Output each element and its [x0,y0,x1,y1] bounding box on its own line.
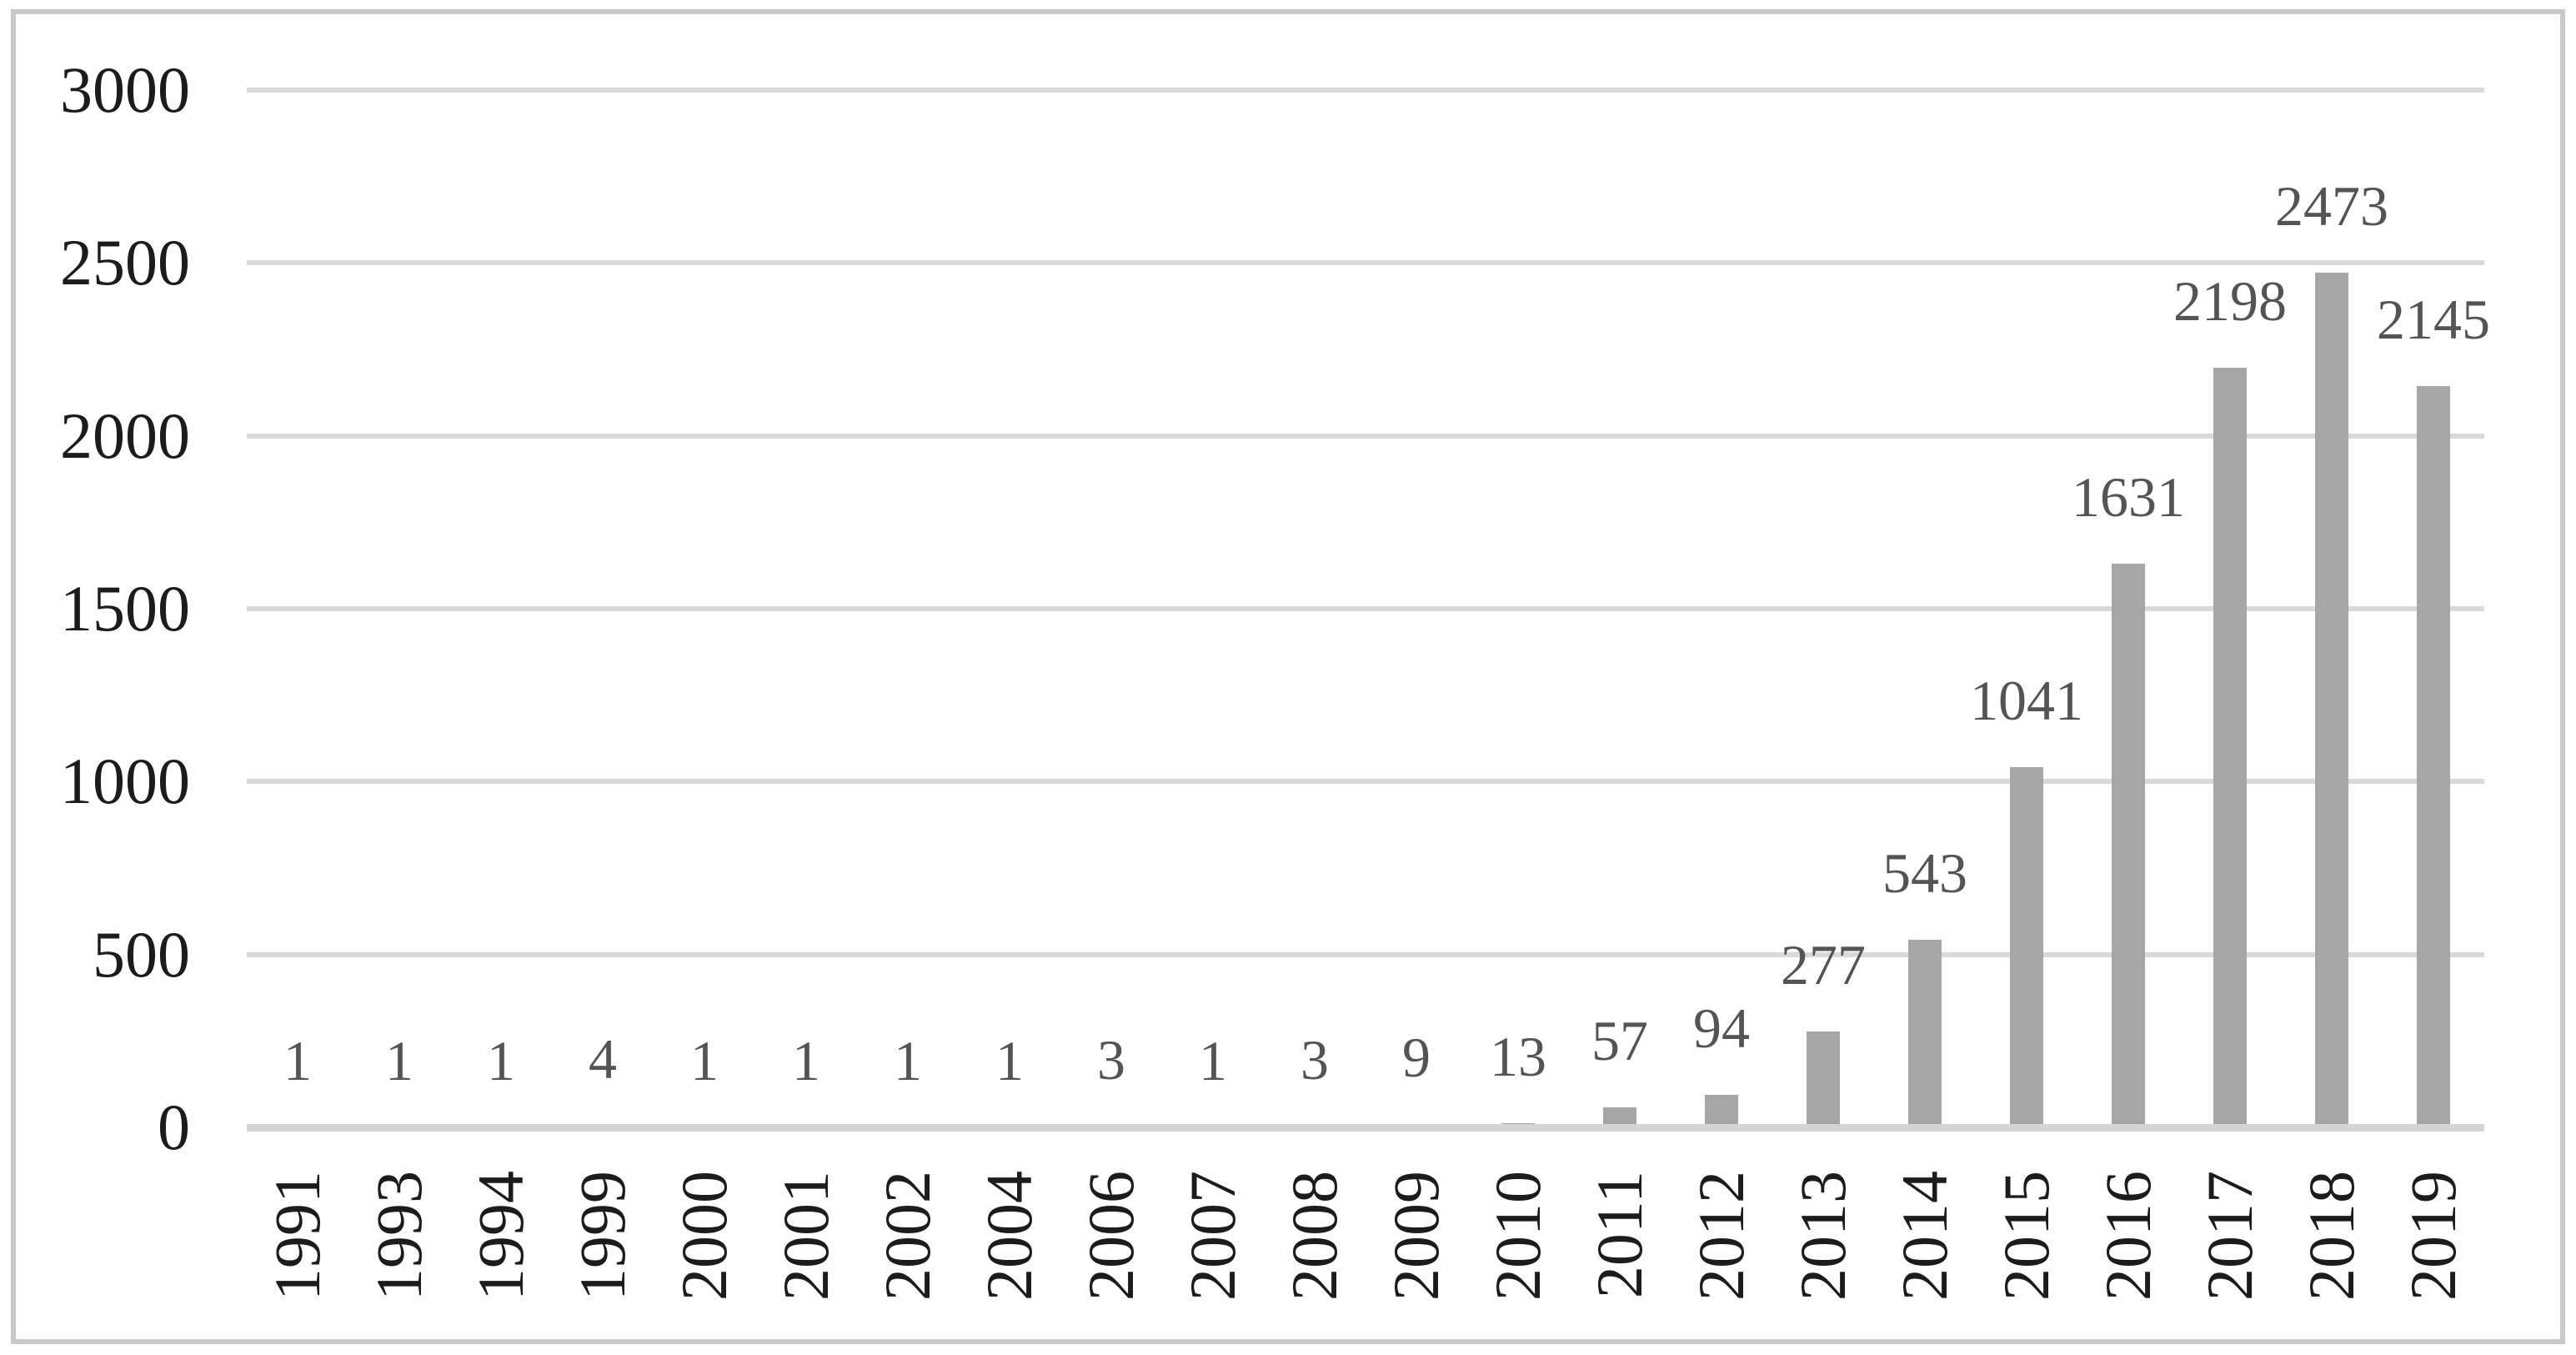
gridline [247,606,2484,611]
x-axis-category-label: 2011 [1583,1171,1656,1299]
bar-value-label: 1 [487,1028,515,1092]
bar-value-label: 13 [1490,1024,1546,1088]
x-axis-category-label: 2000 [668,1171,740,1301]
x-axis-category-label: 1991 [261,1171,333,1301]
x-axis-category-label: 2008 [1278,1171,1351,1301]
gridline [247,433,2484,439]
bar-value-label: 4 [589,1027,617,1092]
bar [1807,1031,1840,1127]
bar-value-label: 1 [385,1028,413,1092]
category-slot: 2145 [2377,90,2490,1127]
category-slot: 13 [1467,90,1569,1127]
x-axis-category-label: 2012 [1685,1171,1757,1301]
category-slot: 1631 [2072,90,2185,1127]
bar-value-label: 1631 [2072,464,2185,529]
bar-value-label: 1 [690,1028,719,1092]
category-slot: 57 [1569,90,1671,1127]
category-slot: 4 [552,90,654,1127]
bar [2112,563,2145,1127]
figure-border [11,9,2565,1344]
bar [2213,367,2247,1127]
category-slot: 1 [247,90,348,1127]
x-axis-category-label: 2015 [1990,1171,2062,1301]
bar [2417,385,2450,1127]
x-axis-category-label: 2010 [1481,1171,1554,1301]
bar [1603,1107,1636,1127]
bar-value-label: 2198 [2173,268,2287,333]
gridline [247,88,2484,93]
x-axis-category-label: 2018 [2295,1171,2368,1301]
x-axis-category-label: 2007 [1176,1171,1249,1301]
category-slot: 1 [450,90,552,1127]
bar-value-label: 1 [894,1028,922,1092]
x-axis-category-label: 2001 [769,1171,842,1301]
bar [1705,1095,1738,1127]
category-slot: 1 [1162,90,1264,1127]
x-axis-category-label: 1993 [363,1171,435,1301]
x-axis-category-label: 2013 [1787,1171,1859,1301]
category-slot: 1 [959,90,1060,1127]
x-axis-category-label: 2006 [1075,1171,1147,1301]
y-axis-tick-label: 1000 [60,745,190,818]
bar [1908,939,1942,1127]
category-slot: 3 [1264,90,1366,1127]
plot-area: 1 1 1 4 1 1 1 1 3 1 3 9 13 57 94 277 543 1041 1631 2198 2473… [247,88,2490,1132]
category-slot: 1 [857,90,959,1127]
x-axis-category-label: 2009 [1380,1171,1452,1301]
x-axis-category-label: 2019 [2397,1171,2469,1301]
category-slot: 1041 [1970,90,2083,1127]
gridline [247,779,2484,785]
gridline [247,951,2484,957]
bar-value-label: 57 [1591,1009,1648,1073]
bar-value-label: 2473 [2275,173,2388,238]
category-slot: 3 [1060,90,1162,1127]
y-axis-tick-label: 3000 [60,53,190,126]
category-slot: 2198 [2173,90,2287,1127]
category-slot: 1 [755,90,857,1127]
bar [2010,767,2043,1127]
category-slot: 94 [1671,90,1772,1127]
bar-value-label: 2145 [2377,287,2490,351]
category-slot: 1 [348,90,450,1127]
y-axis-tick-label: 2000 [60,399,190,472]
category-slot: 543 [1874,90,1976,1127]
bar-value-label: 1041 [1970,669,2083,733]
x-axis-category-label: 1999 [566,1171,639,1301]
y-axis-tick-label: 1500 [60,572,190,645]
bar-value-label: 94 [1693,996,1750,1061]
category-slot: 277 [1772,90,1874,1127]
category-slot: 2473 [2275,90,2388,1127]
bar-value-label: 1 [995,1028,1024,1092]
bar [2315,272,2348,1127]
gridline [247,260,2484,266]
bar-value-label: 1 [792,1028,820,1092]
y-axis-tick-label: 0 [158,1091,190,1163]
bar-value-label: 1 [283,1028,312,1092]
x-axis-category-label: 2002 [871,1171,944,1301]
bar-value-label: 543 [1882,841,1967,905]
category-slot: 1 [654,90,755,1127]
x-axis-category-label: 2017 [2193,1171,2266,1301]
x-axis-category-label: 2016 [2092,1171,2164,1301]
bar-value-label: 3 [1097,1027,1125,1092]
y-axis-tick-label: 2500 [60,226,190,299]
x-axis-category-label: 2004 [973,1171,1045,1301]
bar-value-label: 1 [1199,1028,1227,1092]
x-axis-category-label: 2014 [1888,1171,1961,1301]
category-slot: 9 [1366,90,1467,1127]
x-axis-category-label: 1994 [464,1171,537,1301]
y-axis-tick-label: 500 [93,917,190,991]
x-axis-line [247,1124,2484,1132]
bar-value-label: 9 [1402,1026,1431,1090]
bar-value-label: 3 [1301,1027,1329,1092]
bar-value-label: 277 [1781,933,1866,997]
